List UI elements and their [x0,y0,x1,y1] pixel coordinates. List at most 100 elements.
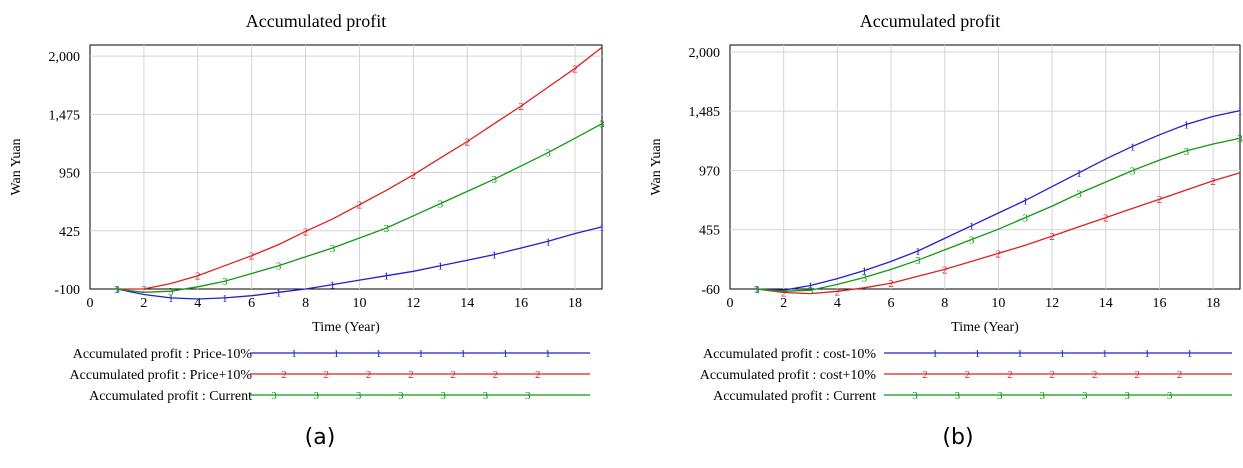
panel-b-plot-frame [729,44,1241,290]
x-tick-label: 16 [1152,296,1166,311]
panel-b-gridlines [730,45,1240,289]
series-marker: 2 [1157,194,1163,206]
y-tick-label: -60 [701,283,720,298]
legend-marker: 2 [1177,369,1183,381]
y-tick-label: 2,000 [49,50,81,65]
series-marker: 2 [996,248,1002,260]
series-marker: 3 [168,286,174,298]
legend-marker: 1 [376,348,382,360]
series-marker: 3 [808,285,814,297]
series-line [116,226,603,300]
legend-label: Accumulated profit : Price+10% [70,368,253,383]
legend-marker: 1 [545,348,551,360]
series-marker: 3 [1076,188,1082,200]
x-tick-label: 18 [1206,296,1220,311]
series-marker: 2 [1210,176,1216,188]
series-line [116,46,603,290]
panel-a-x-axis-label: Time (Year) [312,320,380,335]
series-marker: 1 [1023,195,1029,207]
y-tick-label: -100 [54,283,80,298]
legend-marker: 1 [1187,348,1193,360]
series-marker: 1 [168,293,174,305]
legend-marker: 3 [483,390,489,402]
series-marker: 3 [384,223,390,235]
legend-marker: 1 [1060,348,1066,360]
series-marker: 2 [835,286,841,298]
panel-a-series: 1 1 1 1 1 1 1 1 1 1 2 2 2 2 2 2 2 2 2 3 3 3 3 3 3 3 3 3 3 [114,46,605,305]
series-marker: 2 [572,63,578,75]
x-tick-label: 8 [941,296,948,311]
panel-a: Accumulated profit Wan Yuan -100 425 950 1,… [9,11,605,450]
x-tick-label: 4 [194,296,201,311]
panel-a-x-tick-labels: 0 2 4 6 8 10 12 14 16 18 [87,296,583,311]
legend-marker: 1 [418,348,424,360]
legend-marker: 2 [1134,369,1140,381]
series-marker: 3 [276,261,282,273]
legend-marker: 2 [535,369,541,381]
x-tick-label: 0 [87,296,94,311]
series-marker: 3 [1237,133,1243,145]
x-tick-label: 10 [991,296,1005,311]
x-tick-label: 12 [406,296,420,311]
series-marker: 3 [861,272,867,284]
series-marker: 2 [781,287,787,299]
series-marker: 2 [1049,231,1055,243]
panel-b: Accumulated profit Wan Yuan -60 455 970 1,4… [649,11,1243,450]
legend-label: Accumulated profit : Current [89,389,252,404]
y-tick-label: 425 [59,225,80,240]
legend-marker: 3 [1040,390,1046,402]
series-marker: 3 [114,284,120,296]
series-marker: 1 [754,284,760,296]
series-marker: 3 [1130,165,1136,177]
legend-marker: 1 [291,348,297,360]
series-marker: 3 [222,276,228,288]
series-marker: 3 [330,243,336,255]
series-marker: 1 [599,222,605,234]
series-marker: 2 [465,136,471,148]
x-tick-label: 14 [460,296,474,311]
series-marker: 1 [384,271,390,283]
series-marker: 1 [545,236,551,248]
legend-marker: 3 [398,390,404,402]
legend-marker: 3 [1167,390,1173,402]
series-marker: 2 [303,226,309,238]
series-marker: 2 [518,101,524,113]
series-marker: 2 [357,200,363,212]
x-tick-label: 6 [248,296,255,311]
legend-marker: 2 [1050,369,1056,381]
series-marker: 1 [438,261,444,273]
legend-marker: 3 [525,390,531,402]
panel-b-x-axis-label: Time (Year) [951,320,1019,335]
series-marker: 1 [808,281,814,293]
series-marker: 1 [330,280,336,292]
legend-marker: 3 [440,390,446,402]
panel-a-y-tick-labels: -100 425 950 1,475 2,000 [49,50,81,298]
x-tick-label: 16 [514,296,528,311]
series-line [756,172,1241,295]
legend-marker: 3 [1124,390,1130,402]
x-tick-label: 6 [888,296,895,311]
panel-b-series: 1 1 1 1 1 1 1 1 1 1 2 2 2 2 2 2 2 2 2 3 3 3 3 3 3 3 3 3 3 [754,106,1243,300]
panel-b-y-axis-label: Wan Yuan [649,138,664,195]
y-tick-label: 1,485 [689,105,721,120]
legend-marker: 1 [334,348,340,360]
legend-marker: 2 [324,369,330,381]
legend-marker: 2 [408,369,414,381]
y-tick-label: 2,000 [689,46,721,61]
series-marker: 3 [754,284,760,296]
panel-b-title: Accumulated profit [860,11,1000,31]
panel-a-y-axis-label: Wan Yuan [9,138,24,195]
x-tick-label: 0 [727,296,734,311]
panel-a-plot-frame [89,44,603,290]
series-marker: 1 [491,250,497,262]
x-tick-label: 4 [834,296,841,311]
x-tick-label: 14 [1099,296,1113,311]
series-marker: 1 [969,221,975,233]
legend-label: Accumulated profit : cost+10% [700,368,877,383]
y-tick-label: 1,475 [49,108,81,123]
x-tick-label: 8 [302,296,309,311]
series-marker: 2 [411,170,417,182]
series-marker: 3 [969,235,975,247]
panel-a-title: Accumulated profit [246,11,386,31]
